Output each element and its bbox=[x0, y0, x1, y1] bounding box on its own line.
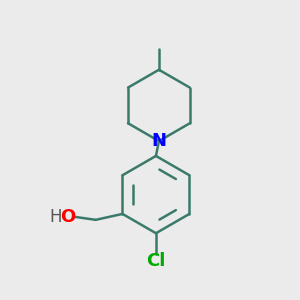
Text: Cl: Cl bbox=[146, 253, 166, 271]
Text: O: O bbox=[60, 208, 75, 226]
Text: N: N bbox=[152, 132, 166, 150]
Text: H: H bbox=[50, 208, 62, 226]
